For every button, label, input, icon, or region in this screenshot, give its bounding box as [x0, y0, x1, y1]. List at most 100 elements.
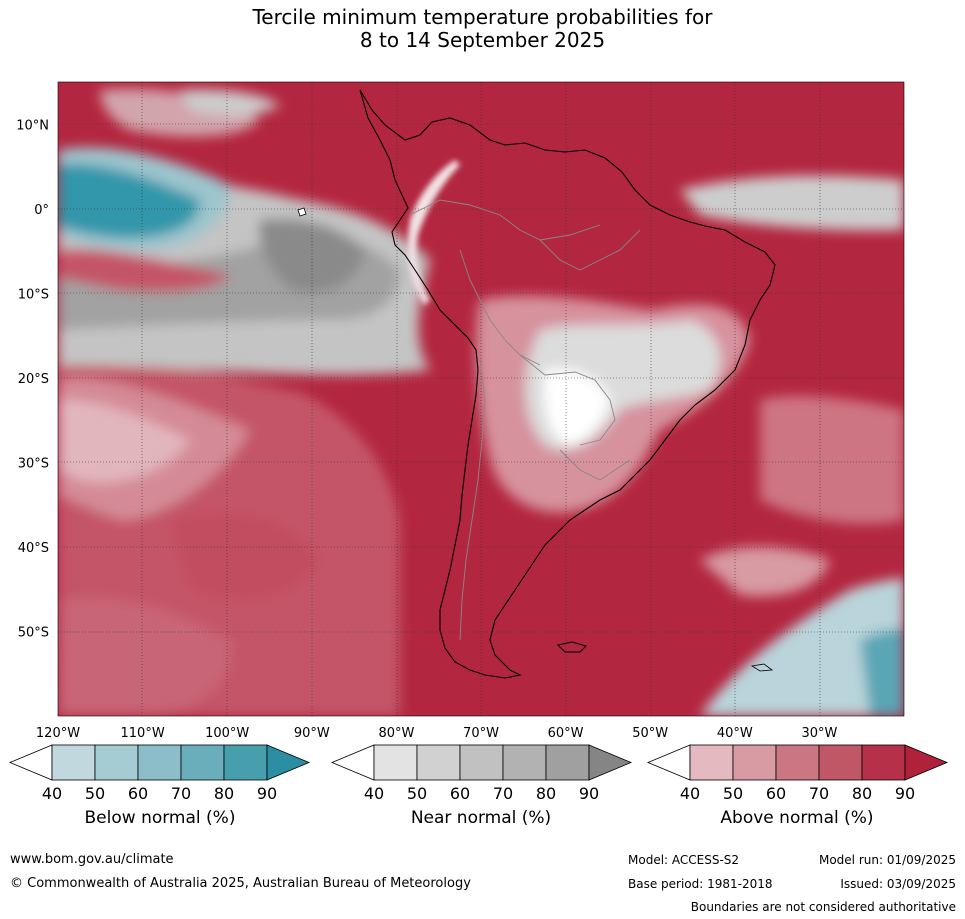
south-georgia-island [750, 663, 774, 672]
colorbar-segment [818, 744, 863, 781]
border-uruguay [559, 449, 631, 481]
colorbar-tick-label: 40 [364, 784, 384, 803]
colorbar-segment [545, 744, 590, 781]
colorbar-max-extension [266, 744, 311, 781]
colorbar-max-extension [904, 744, 949, 781]
country-borders [409, 199, 641, 641]
colorbar-tick-label: 80 [214, 784, 234, 803]
colorbar-above-normal: 40 50 60 70 80 90 [646, 744, 949, 803]
colorbar-tick-label: 80 [852, 784, 872, 803]
lat-tick-label: 10°S [18, 287, 49, 302]
border-paraguay [519, 354, 616, 446]
base-period-text: Base period: 1981-2018 [628, 877, 773, 891]
above-normal-40-region-north [100, 88, 260, 137]
colorbar-segment [732, 744, 777, 781]
colorbar-segment [180, 744, 225, 781]
above-normal-ribbon [58, 249, 230, 292]
above-normal-50-region-atlantic-b [700, 546, 830, 597]
colorbar-tick-label: 90 [579, 784, 599, 803]
lon-tick-label: 70°W [463, 726, 499, 741]
above-normal-60-region-mid [170, 512, 320, 600]
above-normal-label: Above normal (%) [720, 808, 874, 828]
border-chile-argentina [459, 359, 486, 641]
probability-field [58, 88, 904, 716]
copyright-text: © Commonwealth of Australia 2025, Austra… [10, 876, 471, 891]
colorbar-tick-label: 70 [493, 784, 513, 803]
near-normal-patch-north [180, 89, 280, 116]
near-normal-atlantic-streak [680, 175, 904, 231]
lat-tick-label: 10°N [16, 118, 49, 133]
model-text: Model: ACCESS-S2 [628, 853, 740, 867]
below-normal-80-region-atlantic [860, 628, 904, 716]
chart-title: Tercile minimum temperature probabilitie… [0, 6, 965, 52]
below-normal-label: Below normal (%) [84, 808, 236, 828]
low-probability-region-land [543, 368, 610, 445]
south-america-coastline [359, 89, 776, 679]
galapagos-islands [297, 207, 307, 217]
colorbar-segment [94, 744, 139, 781]
colorbar-tick-label: 90 [257, 784, 277, 803]
title-line-1: Tercile minimum temperature probabilitie… [252, 5, 713, 29]
lat-tick-label: 0° [34, 203, 49, 218]
colorbar-tick-label: 40 [42, 784, 62, 803]
colorbar-segment [373, 744, 418, 781]
issued-text: Issued: 03/09/2025 [840, 877, 956, 891]
colorbar-tick-label: 40 [680, 784, 700, 803]
lon-tick-label: 90°W [294, 726, 330, 741]
above-normal-60-region-sw [58, 597, 232, 716]
lon-tick-label: 80°W [378, 726, 414, 741]
lon-tick-label: 50°W [632, 726, 668, 741]
lon-tick-label: 120°W [36, 726, 80, 741]
graticule [58, 82, 904, 716]
colorbar-segment [223, 744, 268, 781]
colorbar-below-normal: 40 50 60 70 80 90 [8, 744, 311, 803]
map-frame [57, 81, 905, 717]
colorbar-max-extension [588, 744, 633, 781]
above-normal-60-region-atlantic [760, 395, 904, 524]
lat-tick-label: 40°S [18, 541, 49, 556]
colorbar-tick-label: 80 [536, 784, 556, 803]
near-normal-label: Near normal (%) [410, 808, 552, 828]
colorbar-segment [689, 744, 734, 781]
below-normal-90-region [58, 164, 200, 239]
colorbar-min-extension [8, 744, 53, 781]
colorbar-tick-label: 70 [809, 784, 829, 803]
near-normal-90-region [259, 218, 365, 293]
colorbar-tick-label: 90 [895, 784, 915, 803]
colorbar-segment [137, 744, 182, 781]
lat-tick-label: 20°S [18, 372, 49, 387]
colorbar-tick-label: 50 [85, 784, 105, 803]
latitude-labels: 10°N 0° 10°S 20°S 30°S 40°S 50°S [16, 118, 49, 640]
colorbar-segment [861, 744, 906, 781]
colorbar-min-extension [330, 744, 375, 781]
border-north [409, 199, 601, 241]
lat-tick-label: 50°S [18, 625, 49, 640]
lon-tick-label: 100°W [205, 726, 249, 741]
lon-tick-label: 60°W [548, 726, 584, 741]
border-guianas [539, 229, 641, 271]
below-normal-50-region-atlantic [700, 578, 904, 716]
colorbar-tick-label: 50 [407, 784, 427, 803]
colorbar-segment [502, 744, 547, 781]
colorbar-min-extension [646, 744, 691, 781]
colorbar-segment [51, 744, 96, 781]
colorbar-tick-label: 50 [723, 784, 743, 803]
longitude-labels: 120°W 110°W 100°W 90°W 80°W 70°W 60°W 50°W 40°W 3… [36, 726, 838, 741]
colorbar-near-normal: 40 50 60 70 80 90 [330, 744, 633, 803]
falkland-islands [556, 641, 587, 653]
colorbar-tick-label: 60 [766, 784, 786, 803]
colorbar-tick-label: 70 [171, 784, 191, 803]
boundaries-disclaimer: Boundaries are not considered authoritat… [690, 900, 956, 914]
colorbar-segment [775, 744, 820, 781]
colorbar-segment [416, 744, 461, 781]
lon-tick-label: 110°W [121, 726, 165, 741]
andes-coastal-streak [407, 160, 460, 305]
lon-tick-label: 30°W [801, 726, 837, 741]
website-text: www.bom.gov.au/climate [10, 852, 174, 867]
colorbar-tick-label: 60 [128, 784, 148, 803]
title-line-2: 8 to 14 September 2025 [359, 28, 606, 52]
lat-tick-label: 30°S [18, 456, 49, 471]
model-run-text: Model run: 01/09/2025 [818, 853, 956, 867]
colorbar-segment [459, 744, 504, 781]
